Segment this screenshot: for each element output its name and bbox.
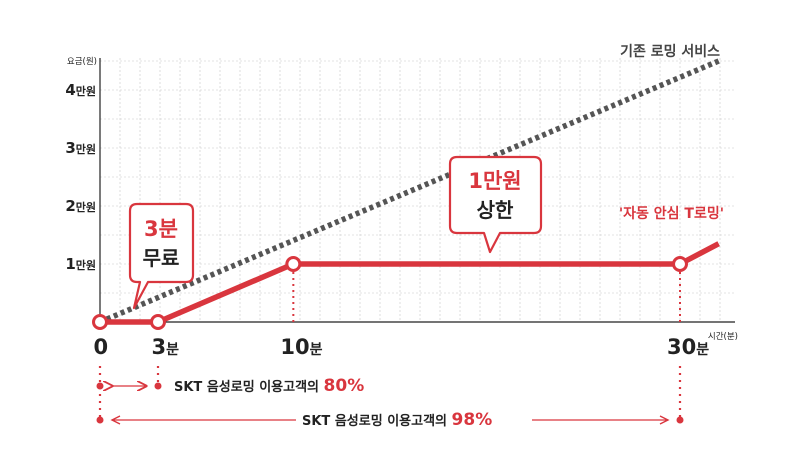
callout-free-bubble bbox=[128, 202, 195, 310]
callout-free-line-2: 무료 bbox=[143, 246, 180, 270]
axes: 요금(원) 시간(분) bbox=[67, 57, 738, 342]
x-tick-number: 0 bbox=[94, 335, 109, 359]
range-endpoint bbox=[676, 416, 684, 424]
range-label-98: SKT 음성로밍 이용고객의 98% bbox=[302, 410, 492, 430]
x-tick-label: 3분 bbox=[152, 335, 180, 359]
series-labels: 기존 로밍 서비스 '자동 안심 T로밍' bbox=[619, 43, 724, 222]
x-tick-label: 0 bbox=[94, 335, 109, 359]
y-tick-label: 1만원 bbox=[65, 255, 96, 273]
series-t-roaming-point bbox=[672, 256, 688, 272]
y-tick-number: 3 bbox=[65, 139, 75, 157]
range-percent: 98% bbox=[452, 410, 493, 430]
range-arrow-head bbox=[110, 415, 121, 425]
range-text: SKT 음성로밍 이용고객의 bbox=[174, 379, 324, 395]
y-tick-label: 3만원 bbox=[65, 139, 96, 157]
x-tick-number: 3 bbox=[152, 335, 167, 359]
callout-cap-line-1: 1만원 bbox=[468, 169, 521, 193]
x-tick-number: 30 bbox=[667, 335, 696, 359]
series-label-t-roaming: '자동 안심 T로밍' bbox=[619, 205, 724, 222]
y-tick-label: 4만원 bbox=[65, 81, 96, 99]
y-tick-label: 2만원 bbox=[65, 197, 96, 215]
x-tick-unit: 분 bbox=[310, 342, 323, 358]
range-label-80: SKT 음성로밍 이용고객의 80% bbox=[174, 376, 364, 396]
y-tick-unit: 만원 bbox=[76, 142, 96, 156]
x-tick-label: 30분 bbox=[667, 335, 709, 359]
x-tick-number: 10 bbox=[280, 335, 309, 359]
range-endpoint bbox=[96, 382, 104, 390]
range-text: SKT 음성로밍 이용고객의 bbox=[302, 413, 452, 429]
x-tick-unit: 분 bbox=[696, 342, 709, 358]
range-percent: 80% bbox=[324, 376, 365, 396]
y-tick-unit: 만원 bbox=[76, 84, 96, 98]
x-tick-labels: 0 3분 10분 30분 bbox=[94, 335, 710, 359]
range-endpoint bbox=[154, 382, 162, 390]
series-t-roaming-point bbox=[150, 314, 166, 330]
y-tick-number: 2 bbox=[65, 197, 75, 215]
y-axis-label: 요금(원) bbox=[67, 57, 97, 67]
range-annotations: SKT 음성로밍 이용고객의 80%SKT 음성로밍 이용고객의 98% bbox=[96, 366, 684, 430]
series-lines bbox=[92, 58, 720, 330]
y-tick-number: 4 bbox=[65, 81, 75, 99]
y-tick-unit: 만원 bbox=[76, 258, 96, 272]
x-tick-label: 10분 bbox=[280, 335, 322, 359]
x-tick-unit: 분 bbox=[166, 342, 179, 358]
series-t-roaming-point bbox=[92, 314, 108, 330]
y-tick-unit: 만원 bbox=[76, 200, 96, 214]
series-t-roaming-point bbox=[285, 256, 302, 272]
callout-cap-line-2: 상한 bbox=[477, 198, 514, 222]
range-arrow-head bbox=[659, 415, 670, 425]
callout-free-line-1: 3분 bbox=[144, 217, 178, 241]
y-tick-number: 1 bbox=[65, 255, 75, 273]
x-axis-label: 시간(분) bbox=[708, 331, 738, 342]
series-existing-roaming-line bbox=[98, 58, 720, 325]
callout-cap-bubble bbox=[448, 155, 543, 254]
range-endpoint bbox=[96, 416, 104, 424]
grid bbox=[100, 58, 735, 322]
series-label-existing: 기존 로밍 서비스 bbox=[620, 43, 720, 60]
